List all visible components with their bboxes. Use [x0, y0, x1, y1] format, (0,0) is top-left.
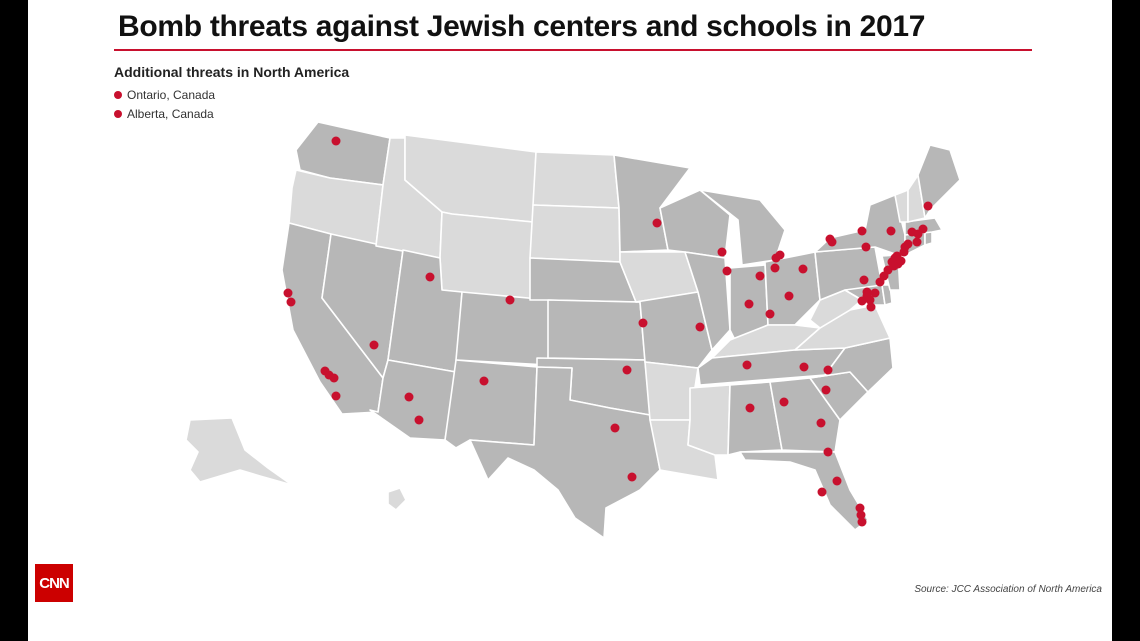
- threat-marker: [912, 237, 922, 247]
- state-colorado: [455, 291, 551, 366]
- state-mississippi: [687, 384, 731, 456]
- threat-marker: [627, 472, 637, 482]
- threat-marker: [745, 403, 755, 413]
- threat-marker: [779, 397, 789, 407]
- legend-item-ontario: Ontario, Canada: [114, 88, 215, 102]
- threat-marker: [923, 201, 933, 211]
- threat-marker: [857, 226, 867, 236]
- threat-marker: [784, 291, 794, 301]
- threat-marker: [770, 263, 780, 273]
- threat-marker: [866, 302, 876, 312]
- threat-marker: [886, 226, 896, 236]
- threat-marker: [823, 365, 833, 375]
- threat-marker: [918, 224, 928, 234]
- threat-marker: [827, 237, 837, 247]
- state-rhode-island: [924, 231, 933, 246]
- threat-marker: [798, 264, 808, 274]
- legend-title: Additional threats in North America: [114, 64, 350, 80]
- threat-marker: [404, 392, 414, 402]
- threat-marker: [610, 423, 620, 433]
- legend-dot: [114, 110, 122, 118]
- threat-marker: [857, 517, 867, 527]
- threat-marker: [856, 510, 866, 520]
- state-nebraska: [529, 257, 637, 303]
- threat-marker: [861, 242, 871, 252]
- threat-marker: [865, 295, 875, 305]
- threat-marker: [717, 247, 727, 257]
- threat-marker: [832, 476, 842, 486]
- state-vermont: [894, 189, 909, 223]
- threat-marker: [505, 295, 515, 305]
- state-hawaii: [387, 487, 407, 511]
- threat-marker: [695, 322, 705, 332]
- threat-marker: [742, 360, 752, 370]
- threat-marker: [286, 297, 296, 307]
- threat-marker: [283, 288, 293, 298]
- left-letterbox: [0, 0, 28, 641]
- legend-item-alberta: Alberta, Canada: [114, 107, 214, 121]
- threat-marker: [329, 373, 339, 383]
- title-rule: [114, 49, 1032, 51]
- threat-marker: [775, 250, 785, 260]
- state-texas: [469, 366, 661, 539]
- state-maine: [917, 144, 961, 219]
- threat-marker: [823, 447, 833, 457]
- state-new-york: [814, 194, 906, 256]
- legend-dot: [114, 91, 122, 99]
- threat-marker: [722, 266, 732, 276]
- state-wyoming: [439, 211, 534, 301]
- threat-marker: [816, 418, 826, 428]
- threat-marker: [414, 415, 424, 425]
- threat-marker: [652, 218, 662, 228]
- threat-marker: [425, 272, 435, 282]
- threat-marker: [870, 288, 880, 298]
- threat-marker: [755, 271, 765, 281]
- threat-marker: [765, 309, 775, 319]
- state-new-mexico: [444, 359, 538, 449]
- right-letterbox: [1112, 0, 1140, 641]
- threat-marker: [892, 251, 902, 261]
- map-title: Bomb threats against Jewish centers and …: [118, 10, 926, 43]
- threat-marker: [331, 391, 341, 401]
- threat-marker: [369, 340, 379, 350]
- threat-marker: [479, 376, 489, 386]
- state-south-dakota: [529, 204, 621, 263]
- threat-marker: [855, 503, 865, 513]
- threat-marker: [331, 136, 341, 146]
- threat-marker: [859, 275, 869, 285]
- state-alabama: [727, 381, 783, 456]
- state-illinois: [684, 251, 731, 351]
- threat-marker: [744, 299, 754, 309]
- legend-label-ontario: Ontario, Canada: [127, 88, 216, 102]
- state-florida: [739, 451, 869, 531]
- cnn-logo: CNN: [35, 564, 73, 602]
- threat-marker: [799, 362, 809, 372]
- state-alaska: [185, 417, 293, 486]
- threat-marker: [821, 385, 831, 395]
- source-note: Source: JCC Association of North America: [914, 584, 1102, 595]
- threat-marker: [622, 365, 632, 375]
- state-north-dakota: [532, 151, 620, 209]
- state-kansas: [547, 299, 646, 361]
- threat-marker: [900, 242, 910, 252]
- threat-marker: [889, 261, 899, 271]
- threat-marker: [817, 487, 827, 497]
- threat-marker: [638, 318, 648, 328]
- legend-label-alberta: Alberta, Canada: [127, 107, 214, 121]
